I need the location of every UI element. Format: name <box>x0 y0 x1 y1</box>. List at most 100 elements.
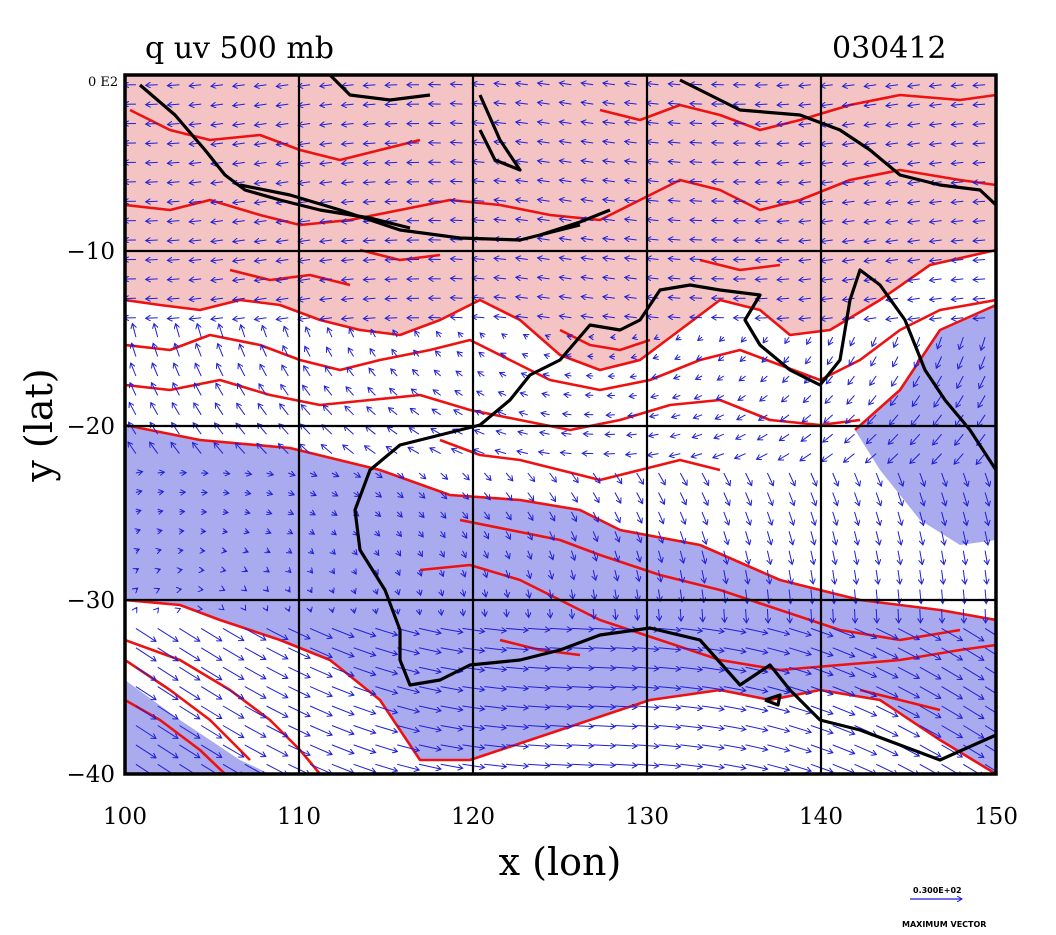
wind-vector-arrow <box>303 385 311 396</box>
wind-vector-arrow <box>261 345 267 357</box>
wind-vector-arrow <box>785 336 789 343</box>
wind-vector-arrow <box>363 104 376 105</box>
wind-vector-arrow <box>506 589 508 598</box>
wind-vector-arrow <box>668 239 681 240</box>
wind-vector-arrow <box>167 240 180 241</box>
wind-vector-arrow <box>559 122 572 124</box>
wind-vector-arrow <box>614 511 620 523</box>
wind-vector-arrow <box>625 219 637 221</box>
wind-vector-arrow <box>538 141 550 143</box>
wind-vector-arrow <box>777 182 790 183</box>
wind-vector-arrow <box>158 569 161 570</box>
wind-vector-arrow <box>255 318 267 320</box>
wind-vector-arrow <box>211 124 224 126</box>
wind-vector-arrow <box>550 569 553 579</box>
wind-vector-arrow <box>233 318 245 320</box>
wind-vector-arrow <box>625 258 637 260</box>
wind-vector-arrow <box>680 570 683 582</box>
wind-vector-arrow <box>788 492 794 506</box>
wind-vector-arrow <box>636 531 641 542</box>
wind-vector-arrow <box>167 162 180 163</box>
wind-vector-arrow <box>723 472 730 486</box>
wind-vector-arrow <box>516 297 528 299</box>
wind-vector-arrow <box>603 238 615 240</box>
wind-vector-arrow <box>363 124 376 125</box>
wind-vector-arrow <box>189 298 202 299</box>
wind-vector-arrow <box>348 348 355 357</box>
wind-vector-arrow <box>441 608 442 615</box>
y-tick-label: −10 <box>66 239 115 265</box>
wind-vector-arrow <box>735 453 746 459</box>
wind-vector-arrow <box>288 531 292 533</box>
wind-vector-arrow <box>549 687 572 688</box>
wind-vector-arrow <box>419 608 420 615</box>
wind-vector-arrow <box>430 448 441 455</box>
wind-vector-arrow <box>647 258 659 259</box>
wind-vector-arrow <box>693 415 703 418</box>
wind-vector-arrow <box>658 472 666 485</box>
wind-vector-arrow <box>759 414 768 421</box>
wind-vector-arrow <box>385 162 398 163</box>
wind-vector-arrow <box>157 472 165 473</box>
wind-vector-arrow <box>418 744 441 750</box>
wind-vector-arrow <box>559 102 572 104</box>
wind-vector-arrow <box>484 628 506 631</box>
wind-vector-arrow <box>472 297 485 298</box>
wind-vector-arrow <box>755 143 768 144</box>
wind-vector-arrow <box>320 124 332 126</box>
wind-vector-arrow <box>746 570 749 584</box>
wind-vector-arrow <box>745 686 768 692</box>
wind-vector-arrow <box>581 161 594 163</box>
wind-vector-arrow <box>478 372 485 376</box>
wind-vector-arrow <box>527 648 550 650</box>
wind-vector-arrow <box>559 258 572 260</box>
wind-vector-arrow <box>219 324 224 338</box>
legend-caption: MAXIMUM VECTOR <box>902 920 986 929</box>
wind-vector-arrow <box>392 349 398 357</box>
wind-vector-arrow <box>200 647 222 661</box>
wind-vector-arrow <box>593 550 596 561</box>
wind-vector-arrow <box>342 182 354 183</box>
wind-vector-arrow <box>668 103 681 104</box>
wind-vector-arrow <box>233 124 245 126</box>
wind-vector-arrow <box>516 277 528 279</box>
wind-vector-arrow <box>658 511 664 524</box>
wind-vector-arrow <box>690 201 703 202</box>
wind-vector-arrow <box>441 569 444 576</box>
wind-vector-arrow <box>167 201 180 202</box>
wind-vector-arrow <box>680 706 702 709</box>
wind-vector-arrow <box>779 433 790 440</box>
wind-vector-arrow <box>179 705 199 719</box>
wind-vector-arrow <box>538 102 550 104</box>
wind-vector-arrow <box>603 219 615 221</box>
wind-vector-arrow <box>603 102 615 104</box>
wind-vector-arrow <box>458 332 462 337</box>
wind-vector-arrow <box>519 412 528 415</box>
wind-vector-arrow <box>431 429 441 435</box>
wind-vector-arrow <box>451 201 463 202</box>
wind-vector-arrow <box>494 297 507 298</box>
wind-vector-arrow <box>195 363 202 377</box>
wind-vector-arrow <box>288 590 290 592</box>
wind-vector-arrow <box>331 647 354 657</box>
wind-vector-arrow <box>413 370 420 377</box>
wind-vector-arrow <box>419 550 422 557</box>
wind-vector-arrow <box>538 161 550 163</box>
wind-vector-arrow <box>745 725 768 731</box>
wind-vector-arrow <box>276 318 289 320</box>
wind-vector-arrow <box>266 493 273 495</box>
wind-vector-arrow <box>565 375 572 376</box>
wind-vector-arrow <box>320 279 332 281</box>
wind-vector-arrow <box>614 648 637 649</box>
wind-vector-arrow <box>723 744 746 749</box>
wind-vector-arrow <box>332 512 337 515</box>
wind-vector-arrow <box>494 219 507 220</box>
x-tick-label: 140 <box>799 804 843 830</box>
wind-vector-arrow <box>189 240 202 241</box>
wind-vector-arrow <box>781 414 790 421</box>
wind-vector-arrow <box>146 104 158 105</box>
wind-vector-arrow <box>375 570 378 575</box>
wind-vector-arrow <box>451 298 463 299</box>
wind-vector-arrow <box>157 627 178 641</box>
wind-vector-arrow <box>451 162 463 163</box>
